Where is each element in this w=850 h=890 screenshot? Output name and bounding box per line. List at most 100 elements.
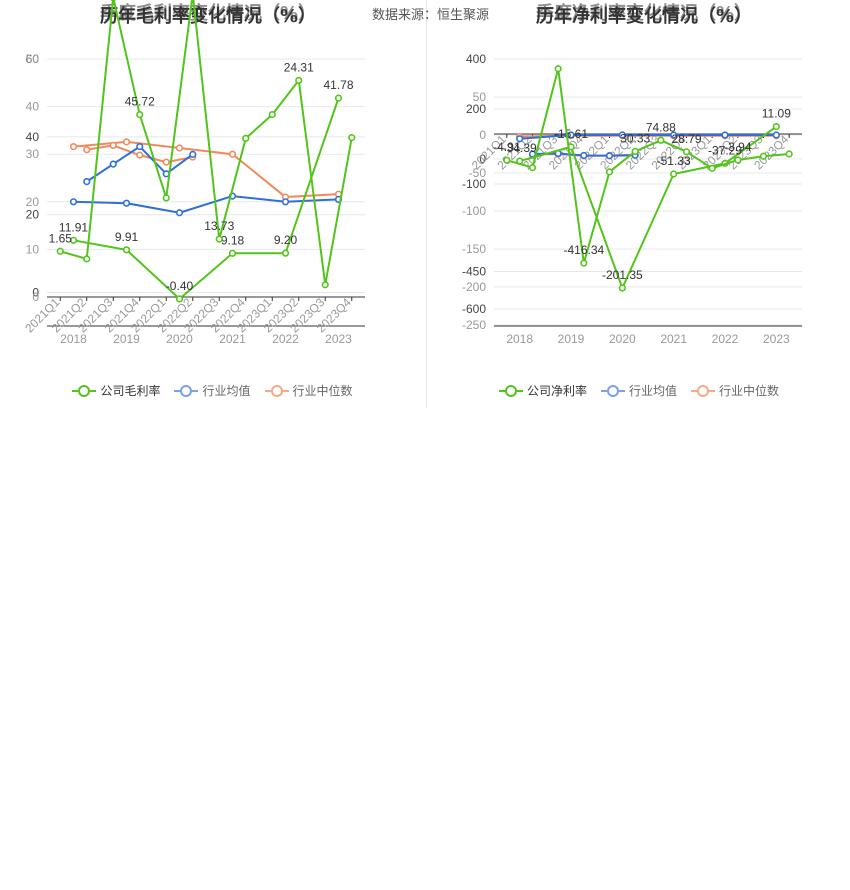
gross-annual-line-1 bbox=[73, 195, 339, 214]
gross-quarter-point-1 bbox=[109, 160, 117, 168]
net-annual-data-label: -34.39 bbox=[503, 141, 537, 155]
legend-industry-median-gross[interactable]: 行业中位数 bbox=[264, 382, 353, 399]
legend-median-label: 行业中位数 bbox=[292, 384, 353, 398]
net-overlay-title: 季度净利率变化情况（%） bbox=[536, 2, 752, 24]
gross-quarter-point-0 bbox=[348, 134, 356, 142]
gross-quarter-point-1 bbox=[83, 178, 91, 186]
gross-quarter-point-2 bbox=[109, 141, 117, 150]
gross-ytick-a: 10 bbox=[26, 242, 40, 256]
legend-mean-swatch bbox=[600, 384, 625, 397]
gross-quarter-point-0 bbox=[268, 110, 276, 119]
net-annual-data-label: -201.35 bbox=[602, 268, 643, 282]
gross-quarter-point-0 bbox=[83, 255, 91, 263]
gross-quarter-data-label: 24.31 bbox=[284, 60, 314, 74]
data-source-label: 数据来源： bbox=[371, 8, 437, 23]
gross-quarter-point-1 bbox=[136, 142, 144, 151]
net-year-label: 2019 bbox=[558, 332, 585, 346]
gross-quarter-data-label: 13.73 bbox=[204, 219, 234, 233]
gross-annual-point-2 bbox=[228, 150, 237, 158]
gross-year-label: 2022 bbox=[272, 332, 299, 346]
net-quarter-point-0 bbox=[605, 168, 614, 176]
net-quarter-point-0 bbox=[554, 65, 562, 73]
gross-year-label: 2023 bbox=[325, 332, 352, 346]
legend-company-gross[interactable]: 公司毛利率 bbox=[72, 382, 160, 399]
gross-ytick-a: 40 bbox=[26, 100, 40, 114]
net-annual-line-1 bbox=[519, 134, 777, 140]
net-annual-point-1 bbox=[721, 131, 729, 139]
net-annual-data-label: 11.09 bbox=[762, 107, 791, 121]
net-annual-point-1 bbox=[670, 131, 678, 139]
legend-industry-median-net[interactable]: 行业中位数 bbox=[691, 382, 779, 399]
legend-mean-label: 行业均值 bbox=[202, 384, 251, 398]
net-ytick-a: -250 bbox=[462, 318, 486, 332]
legend-company-swatch bbox=[498, 384, 523, 397]
net-annual-point-1 bbox=[567, 131, 575, 139]
net-ytick-q: -600 bbox=[462, 302, 486, 316]
net-quarter-point-0 bbox=[528, 163, 537, 172]
net-margin-legend: 公司净利率 行业均值 行业中位数 bbox=[428, 382, 850, 399]
gross-ytick-q: 20 bbox=[26, 208, 40, 222]
gross-ytick-a: 30 bbox=[26, 147, 40, 161]
net-year-label: 2018 bbox=[506, 332, 533, 346]
net-quarter-line-0 bbox=[506, 67, 790, 265]
gross-annual-data-label: 41.78 bbox=[323, 78, 353, 92]
legend-median-label: 行业中位数 bbox=[719, 384, 780, 398]
legend-industry-mean-gross[interactable]: 行业均值 bbox=[174, 382, 251, 399]
net-quarter-point-0 bbox=[503, 156, 511, 164]
legend-mean-label: 行业均值 bbox=[628, 384, 677, 398]
net-quarter-point-0 bbox=[682, 148, 691, 156]
gross-annual-line-0 bbox=[73, 97, 340, 300]
net-quarter-data-label: -3.94 bbox=[724, 140, 752, 154]
gross-quarter-point-0 bbox=[162, 194, 170, 202]
gross-ytick-q: 60 bbox=[26, 52, 40, 66]
net-annual-data-label: -37.29 bbox=[708, 143, 742, 157]
net-quarter-point-0 bbox=[631, 147, 639, 156]
gross-annual-point-2 bbox=[122, 138, 131, 146]
net-annual-point-0 bbox=[772, 122, 780, 131]
data-source-name: 恒生聚源 bbox=[436, 8, 489, 23]
net-quarter-point-0 bbox=[657, 136, 665, 144]
net-quarter-point-1 bbox=[580, 151, 588, 160]
gross-quarter-point-0 bbox=[321, 281, 329, 289]
gross-quarter-point-2 bbox=[162, 158, 170, 166]
net-annual-data-label: -51.33 bbox=[657, 154, 691, 168]
gross-annual-point-1 bbox=[69, 198, 78, 206]
gross-ytick-q: 0 bbox=[32, 286, 39, 300]
net-margin-chart: 季度净利率变化情况（%） -600 -450 -100 0 200 400 -250 -200 -… bbox=[462, 2, 802, 346]
net-ytick-a: -100 bbox=[462, 204, 486, 218]
gross-margin-chart: 季度毛利率变化情况（%）0204060010203040502021Q12021… bbox=[22, 0, 365, 346]
net-quarter-point-0 bbox=[580, 259, 588, 267]
gross-annual-point-1 bbox=[175, 209, 184, 217]
net-ytick-a: -50 bbox=[469, 166, 487, 180]
gross-annual-point-1 bbox=[122, 199, 131, 207]
net-quarter-point-0 bbox=[734, 156, 742, 164]
net-quarter-data-label: -4.91 bbox=[493, 140, 521, 154]
gross-ytick-a: 0 bbox=[32, 290, 39, 304]
net-year-label: 2020 bbox=[609, 332, 636, 346]
legend-company-label: 公司净利率 bbox=[526, 384, 587, 398]
net-ytick-q: -100 bbox=[462, 177, 486, 191]
gross-annual-point-0 bbox=[334, 94, 343, 102]
net-quarter-point-0 bbox=[785, 150, 793, 158]
net-quarter-data-label: 74.88 bbox=[646, 120, 676, 134]
legend-industry-mean-net[interactable]: 行业均值 bbox=[600, 382, 677, 399]
gross-quarter-data-label: 45.72 bbox=[125, 95, 155, 109]
gross-ytick-q: 40 bbox=[26, 130, 40, 144]
gross-annual-point-2 bbox=[175, 144, 184, 152]
net-quarter-point-0 bbox=[759, 152, 768, 160]
gross-annual-line-2 bbox=[73, 140, 339, 199]
net-quarter-point-0 bbox=[708, 164, 716, 172]
gross-annual-point-0 bbox=[122, 246, 131, 254]
gross-quarter-point-0 bbox=[242, 134, 250, 142]
gross-margin-panel: 历年毛利率变化情况（%） 季度毛利率变化情况（%） 0 20 40 60 0 10 20 30 4… bbox=[0, 0, 425, 410]
net-quarter-data-label: 30.33 bbox=[620, 131, 650, 145]
net-ytick-a: 0 bbox=[479, 128, 486, 142]
net-annual-point-1 bbox=[618, 131, 626, 139]
net-quarter-data-label: 28.79 bbox=[671, 132, 701, 146]
net-annual-point-0 bbox=[618, 284, 626, 292]
gross-quarter-data-label: 1.65 bbox=[49, 231, 73, 245]
net-year-label: 2021 bbox=[660, 332, 687, 346]
net-ytick-a: 50 bbox=[473, 90, 487, 104]
panel-divider bbox=[426, 0, 427, 408]
legend-company-net[interactable]: 公司净利率 bbox=[498, 382, 587, 399]
